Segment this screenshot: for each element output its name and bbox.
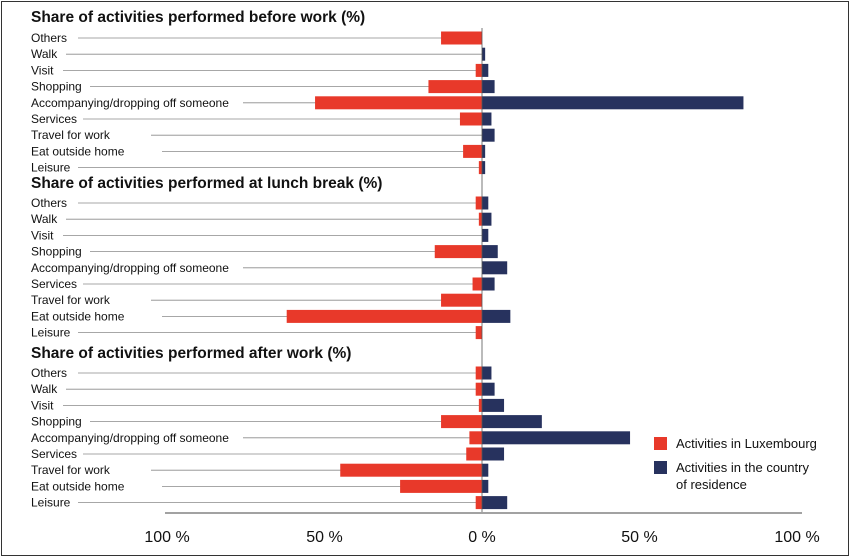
bar-residence-walk: [482, 382, 495, 396]
bar-luxembourg-shopping: [434, 245, 482, 259]
category-label-shopping: Shopping: [31, 415, 82, 429]
bar-residence-leisure: [482, 496, 508, 510]
bar-luxembourg-shopping: [428, 80, 482, 94]
bar-residence-visit: [482, 63, 489, 77]
bar-luxembourg-eat-outside-home: [463, 144, 482, 158]
category-label-travel-for-work: Travel for work: [31, 463, 111, 477]
bar-residence-leisure: [482, 161, 486, 175]
category-label-shopping: Shopping: [31, 245, 82, 259]
category-label-visit: Visit: [31, 228, 54, 242]
bar-residence-walk: [482, 212, 492, 226]
bar-luxembourg-eat-outside-home: [400, 479, 482, 493]
bar-residence-others: [482, 366, 492, 380]
bar-residence-travel-for-work: [482, 463, 489, 477]
bar-luxembourg-others: [475, 366, 482, 380]
category-label-leisure: Leisure: [31, 496, 71, 510]
bar-luxembourg-accompanying-dropping-off-someone: [469, 431, 482, 445]
category-label-walk: Walk: [31, 47, 58, 61]
category-label-services: Services: [31, 447, 77, 461]
bar-residence-services: [482, 277, 495, 291]
bar-residence-shopping: [482, 245, 498, 259]
category-label-leisure: Leisure: [31, 161, 71, 175]
bar-luxembourg-visit: [478, 398, 482, 412]
bar-luxembourg-accompanying-dropping-off-someone: [315, 96, 482, 110]
bar-luxembourg-shopping: [441, 415, 482, 429]
category-label-travel-for-work: Travel for work: [31, 128, 111, 142]
category-label-shopping: Shopping: [31, 80, 82, 94]
bar-luxembourg-eat-outside-home: [286, 309, 482, 323]
category-label-eat-outside-home: Eat outside home: [31, 479, 125, 493]
bar-luxembourg-leisure: [475, 326, 482, 340]
bar-residence-travel-for-work: [482, 128, 495, 142]
bar-residence-visit: [482, 228, 489, 242]
category-label-accompanying-dropping-off-someone: Accompanying/dropping off someone: [31, 96, 229, 110]
category-label-visit: Visit: [31, 398, 54, 412]
category-label-walk: Walk: [31, 212, 58, 226]
bar-luxembourg-walk: [478, 212, 482, 226]
category-label-others: Others: [31, 366, 67, 380]
category-label-others: Others: [31, 196, 67, 210]
bar-luxembourg-others: [441, 31, 482, 45]
legend-label-residence: Activities in the country of residence: [676, 460, 809, 492]
legend-swatch-luxembourg: [654, 437, 667, 450]
panel-title-2: Share of activities performed at lunch b…: [31, 175, 382, 192]
category-label-travel-for-work: Travel for work: [31, 293, 111, 307]
panel-title-3: Share of activities performed after work…: [31, 345, 351, 362]
x-tick-label: 50 %: [306, 529, 342, 546]
legend-label-line: of residence: [676, 477, 747, 492]
category-label-visit: Visit: [31, 63, 54, 77]
category-label-others: Others: [31, 31, 67, 45]
category-label-walk: Walk: [31, 382, 58, 396]
legend-label-line: Activities in the country: [676, 460, 809, 475]
bar-luxembourg-services: [466, 447, 482, 461]
bar-luxembourg-others: [475, 196, 482, 210]
legend-label-luxembourg: Activities in Luxembourg: [676, 436, 817, 451]
bar-residence-accompanying-dropping-off-someone: [482, 261, 508, 275]
x-tick-label: 100 %: [774, 529, 819, 546]
x-tick-label: 0 %: [468, 529, 496, 546]
bar-residence-eat-outside-home: [482, 144, 486, 158]
bar-residence-eat-outside-home: [482, 309, 511, 323]
bar-luxembourg-leisure: [475, 496, 482, 510]
legend-swatch-residence: [654, 461, 667, 474]
bar-residence-services: [482, 112, 492, 126]
category-label-accompanying-dropping-off-someone: Accompanying/dropping off someone: [31, 261, 229, 275]
bar-residence-others: [482, 196, 489, 210]
bar-residence-walk: [482, 47, 486, 61]
panel-title-1: Share of activities performed before wor…: [31, 9, 365, 26]
category-label-leisure: Leisure: [31, 326, 71, 340]
bar-residence-visit: [482, 398, 505, 412]
bar-luxembourg-visit: [475, 63, 482, 77]
bar-luxembourg-leisure: [478, 161, 482, 175]
category-label-eat-outside-home: Eat outside home: [31, 309, 125, 323]
category-label-services: Services: [31, 112, 77, 126]
bar-luxembourg-travel-for-work: [441, 293, 482, 307]
category-label-services: Services: [31, 277, 77, 291]
bar-luxembourg-walk: [475, 382, 482, 396]
x-tick-label: 50 %: [621, 529, 657, 546]
category-label-accompanying-dropping-off-someone: Accompanying/dropping off someone: [31, 431, 229, 445]
bar-luxembourg-travel-for-work: [340, 463, 482, 477]
bar-luxembourg-services: [459, 112, 482, 126]
category-label-eat-outside-home: Eat outside home: [31, 144, 125, 158]
bar-residence-shopping: [482, 415, 542, 429]
bar-residence-services: [482, 447, 505, 461]
bar-residence-eat-outside-home: [482, 479, 489, 493]
bar-residence-accompanying-dropping-off-someone: [482, 431, 631, 445]
x-tick-label: 100 %: [144, 529, 189, 546]
bar-residence-shopping: [482, 80, 495, 94]
bar-luxembourg-services: [472, 277, 482, 291]
bar-residence-accompanying-dropping-off-someone: [482, 96, 744, 110]
